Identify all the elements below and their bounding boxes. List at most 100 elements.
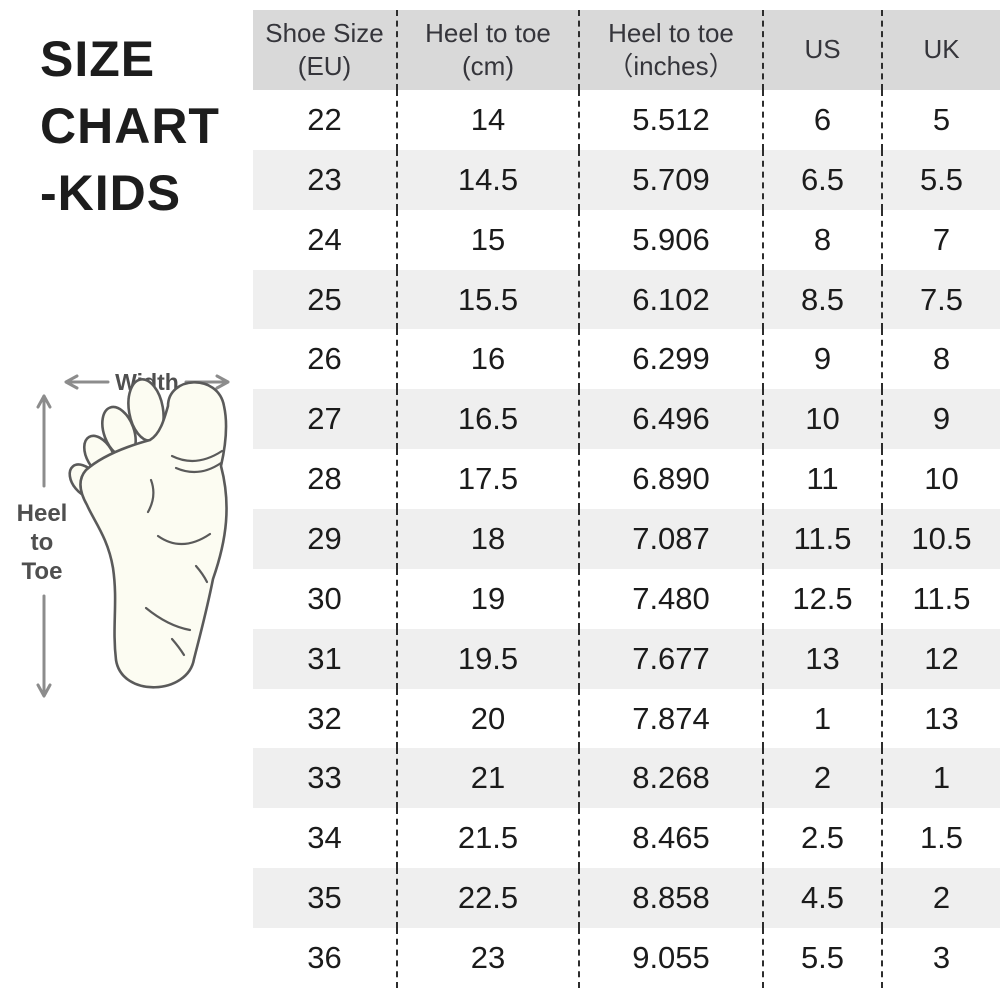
table-cell: 5.906 xyxy=(578,209,762,270)
table-cell: 11 xyxy=(762,449,881,510)
table-cell: 9 xyxy=(881,389,1000,450)
header-cell: Heel to toe （inches） xyxy=(578,10,762,90)
page-title: SIZE CHART -KIDS xyxy=(40,26,220,227)
table-cell: 6.890 xyxy=(578,449,762,510)
table-cell: 7.087 xyxy=(578,509,762,569)
table-row: 26 16 6.299 9 8 xyxy=(253,329,1000,390)
table-body: 22 14 5.512 6 5 23 14.5 5.709 6.5 5.5 24 15 5.906 8 7 2… xyxy=(253,90,1000,988)
table-cell: 4.5 xyxy=(762,868,881,929)
table-cell: 29 xyxy=(307,520,342,556)
table-cell: 8 xyxy=(881,329,1000,390)
table-cell: 13 xyxy=(881,688,1000,749)
table-cell: 11.5 xyxy=(762,509,881,569)
table-cell: 1 xyxy=(881,748,1000,809)
table-cell: 10 xyxy=(762,389,881,450)
table-cell: 18 xyxy=(396,509,578,569)
table-cell: 5.5 xyxy=(881,149,1000,210)
table-cell: 21.5 xyxy=(396,808,578,869)
table-row: 28 17.5 6.890 11 10 xyxy=(253,449,1000,510)
table-cell: 15.5 xyxy=(396,269,578,330)
table-cell: 1 xyxy=(762,688,881,749)
table-cell: 19 xyxy=(396,568,578,629)
table-cell: 31 xyxy=(307,640,342,676)
table-cell: 2.5 xyxy=(762,808,881,869)
table-cell: 28 xyxy=(307,461,342,497)
table-cell: 12 xyxy=(881,628,1000,689)
table-cell: 30 xyxy=(307,580,342,616)
table-cell: 17.5 xyxy=(396,449,578,510)
table-row: 24 15 5.906 8 7 xyxy=(253,209,1000,270)
table-cell: 16 xyxy=(396,329,578,390)
table-cell: 15 xyxy=(396,209,578,270)
table-cell: 19.5 xyxy=(396,628,578,689)
heel-to-toe-arrow xyxy=(36,394,52,698)
table-row: 32 20 7.874 1 13 xyxy=(253,688,1000,749)
table-cell: 13 xyxy=(762,628,881,689)
header-cell-line: UK xyxy=(923,34,960,65)
table-cell: 27 xyxy=(307,401,342,437)
table-cell: 5 xyxy=(881,90,1000,150)
table-cell: 25 xyxy=(307,281,342,317)
table-row: 31 19.5 7.677 13 12 xyxy=(253,628,1000,689)
title-line-2: CHART xyxy=(40,98,220,154)
header-cell-line: US xyxy=(804,34,841,65)
table-cell: 22.5 xyxy=(396,868,578,929)
table-cell: 36 xyxy=(307,939,342,975)
table-row: 23 14.5 5.709 6.5 5.5 xyxy=(253,149,1000,210)
table-header-row: Shoe Size (EU) Heel to toe (cm) Heel to toe （… xyxy=(253,10,1000,90)
table-cell: 32 xyxy=(307,700,342,736)
table-cell: 8 xyxy=(762,209,881,270)
table-cell: 10 xyxy=(881,449,1000,510)
table-cell: 2 xyxy=(881,868,1000,929)
table-cell: 6.299 xyxy=(578,329,762,390)
table-cell: 12.5 xyxy=(762,568,881,629)
header-cell-line: (cm) xyxy=(462,51,514,81)
table-cell: 7.874 xyxy=(578,688,762,749)
table-cell: 7 xyxy=(881,209,1000,270)
table-row: 34 21.5 8.465 2.5 1.5 xyxy=(253,808,1000,869)
table-cell: 10.5 xyxy=(881,509,1000,569)
table-row: 22 14 5.512 6 5 xyxy=(253,90,1000,150)
header-cell-line: Heel to toe xyxy=(425,17,551,48)
table-cell: 35 xyxy=(307,880,342,916)
table-cell: 3 xyxy=(881,928,1000,988)
header-cell-line: （inches） xyxy=(607,51,735,81)
table-cell: 20 xyxy=(396,688,578,749)
title-line-1: SIZE xyxy=(40,31,156,87)
foot-illustration xyxy=(68,378,228,689)
table-row: 30 19 7.480 12.5 11.5 xyxy=(253,568,1000,629)
svg-text:Heel: Heel xyxy=(17,500,68,527)
heel-to-toe-label: Heel to Toe xyxy=(17,500,68,585)
header-cell-line: Shoe Size xyxy=(265,17,384,48)
table-cell: 7.5 xyxy=(881,269,1000,330)
table-row: 27 16.5 6.496 10 9 xyxy=(253,389,1000,450)
table-cell: 6.102 xyxy=(578,269,762,330)
table-cell: 23 xyxy=(307,161,342,197)
table-cell: 8.465 xyxy=(578,808,762,869)
table-cell: 11.5 xyxy=(881,568,1000,629)
table-row: 29 18 7.087 11.5 10.5 xyxy=(253,509,1000,569)
table-cell: 34 xyxy=(307,820,342,856)
table-cell: 7.480 xyxy=(578,568,762,629)
table-cell: 21 xyxy=(396,748,578,809)
size-table: Shoe Size (EU) Heel to toe (cm) Heel to toe （… xyxy=(253,10,1000,988)
table-cell: 8.268 xyxy=(578,748,762,809)
table-cell: 6.5 xyxy=(762,149,881,210)
header-cell: US xyxy=(762,10,881,90)
table-cell: 24 xyxy=(307,221,342,257)
table-cell: 5.512 xyxy=(578,90,762,150)
foot-outline xyxy=(79,381,228,689)
table-cell: 33 xyxy=(307,760,342,796)
table-cell: 9 xyxy=(762,329,881,390)
table-cell: 14.5 xyxy=(396,149,578,210)
foot-crease-lines xyxy=(144,449,224,657)
header-cell: Heel to toe (cm) xyxy=(396,10,578,90)
foot-measurement-diagram: Width Heel to Toe xyxy=(17,369,230,698)
header-cell-line: Heel to toe xyxy=(608,17,734,48)
table-cell: 8.858 xyxy=(578,868,762,929)
title-line-3: -KIDS xyxy=(40,165,182,221)
table-cell: 5.709 xyxy=(578,149,762,210)
table-row: 35 22.5 8.858 4.5 2 xyxy=(253,868,1000,929)
table-cell: 6 xyxy=(762,90,881,150)
